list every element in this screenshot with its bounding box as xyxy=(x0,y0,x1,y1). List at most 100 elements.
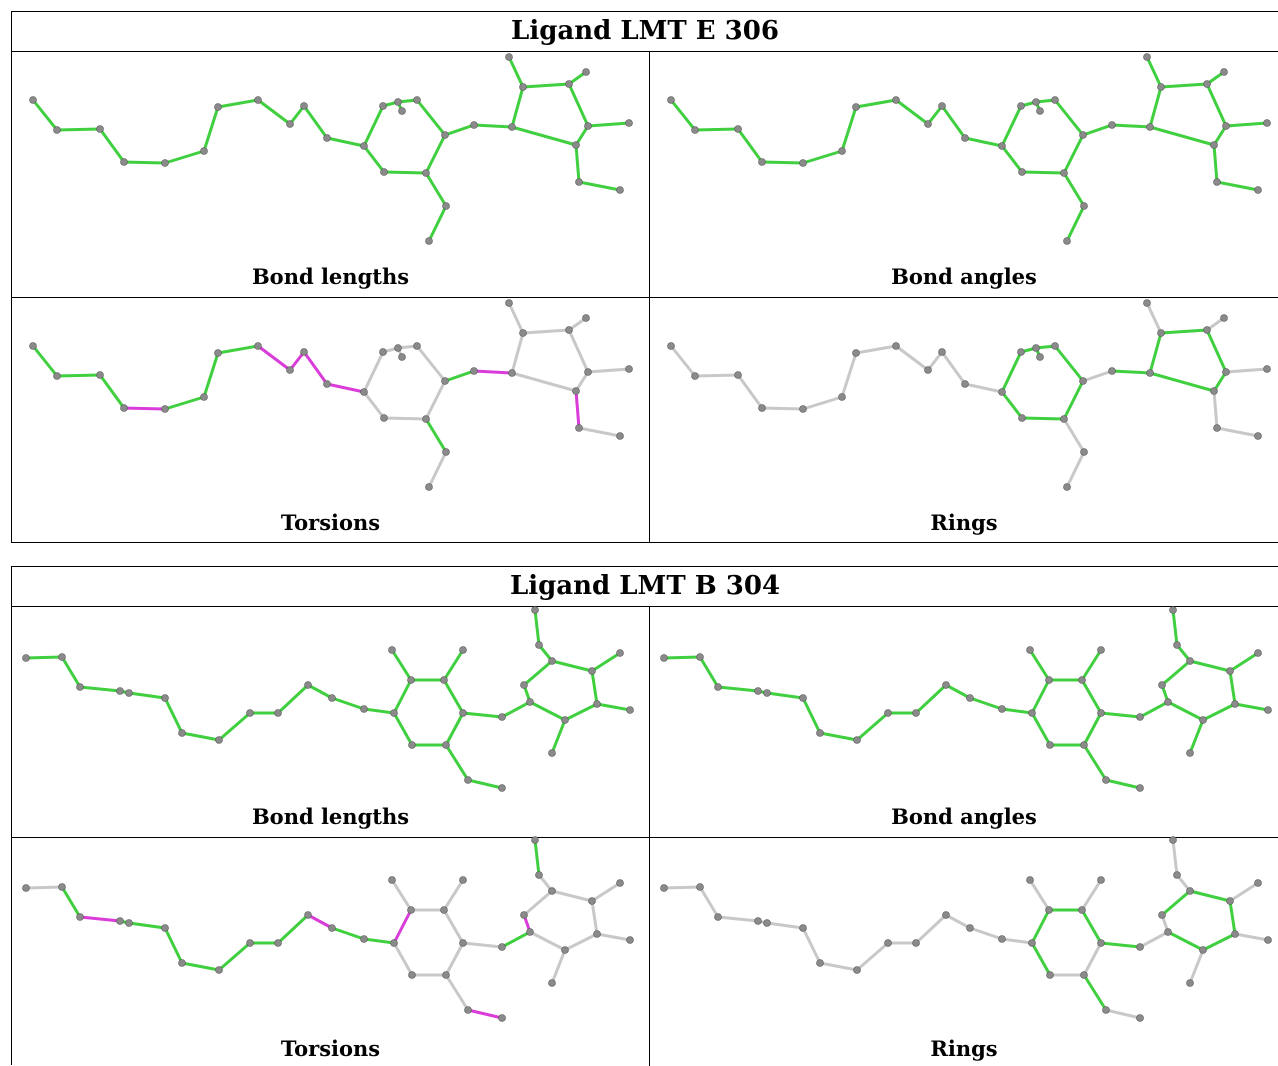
atom xyxy=(582,314,590,322)
atom xyxy=(1017,102,1025,110)
bond xyxy=(1166,700,1205,722)
atom xyxy=(660,884,668,892)
bond xyxy=(1030,678,1051,715)
bond xyxy=(914,913,948,945)
bond xyxy=(1030,711,1052,747)
atom xyxy=(852,103,860,111)
bond xyxy=(1062,133,1085,175)
atom xyxy=(799,924,807,932)
bond xyxy=(1145,301,1163,335)
atom xyxy=(1032,344,1040,352)
atom xyxy=(1079,377,1087,385)
atom xyxy=(1045,676,1053,684)
bond xyxy=(1082,973,1108,1012)
atom xyxy=(593,700,601,708)
bond xyxy=(963,382,1004,394)
bond xyxy=(818,731,859,742)
atom xyxy=(520,681,528,689)
bond xyxy=(424,379,447,421)
atom xyxy=(561,716,569,724)
bond xyxy=(1000,937,1034,945)
atom xyxy=(178,729,186,737)
atom xyxy=(626,936,634,944)
bond xyxy=(595,702,632,712)
bond xyxy=(180,731,221,742)
bond xyxy=(1233,702,1270,712)
atom xyxy=(498,713,506,721)
bond xyxy=(855,941,890,972)
atom xyxy=(1136,943,1144,951)
bond xyxy=(382,170,428,175)
atom xyxy=(616,186,624,194)
bond xyxy=(801,926,822,965)
molecule-diagrams-1 xyxy=(29,53,1271,491)
atom xyxy=(548,887,556,895)
atom xyxy=(380,168,388,176)
atom xyxy=(912,709,920,717)
bond xyxy=(510,331,525,375)
bond xyxy=(60,885,82,919)
atom xyxy=(1045,906,1053,914)
bond xyxy=(276,913,310,945)
bond xyxy=(256,344,292,372)
atom xyxy=(214,349,222,357)
atom xyxy=(1157,83,1165,91)
atom xyxy=(470,121,478,129)
atom xyxy=(626,706,634,714)
atom xyxy=(360,705,368,713)
atom xyxy=(565,80,573,88)
bond xyxy=(390,878,413,912)
atom xyxy=(799,694,807,702)
atom xyxy=(531,606,539,614)
atom xyxy=(300,348,308,356)
bond xyxy=(1171,838,1179,877)
atom xyxy=(441,131,449,139)
atom xyxy=(1158,911,1166,919)
atom xyxy=(440,676,448,684)
bond xyxy=(288,350,306,372)
bond xyxy=(528,700,567,722)
atom xyxy=(53,372,61,380)
bond xyxy=(442,678,465,715)
atom xyxy=(966,694,974,702)
atom xyxy=(394,98,402,106)
atom xyxy=(696,653,704,661)
bond xyxy=(217,711,252,742)
atom xyxy=(215,736,223,744)
bond xyxy=(1171,608,1179,647)
bond xyxy=(507,301,525,335)
atom xyxy=(161,159,169,167)
atom xyxy=(572,387,580,395)
atom xyxy=(1226,667,1234,675)
bond xyxy=(31,98,59,132)
atom xyxy=(938,348,946,356)
atom xyxy=(323,134,331,142)
bond xyxy=(1028,648,1051,682)
atom xyxy=(892,342,900,350)
atom xyxy=(1080,448,1088,456)
bond xyxy=(1030,908,1051,945)
atom xyxy=(561,946,569,954)
atom xyxy=(1186,657,1194,665)
atom xyxy=(1173,641,1181,649)
atom xyxy=(1136,1014,1144,1022)
bond xyxy=(444,973,470,1012)
atom xyxy=(754,917,762,925)
bond xyxy=(1000,390,1024,420)
bond xyxy=(1099,711,1142,719)
bond xyxy=(1228,899,1237,936)
bond xyxy=(1062,379,1085,421)
atom xyxy=(548,749,556,757)
bond xyxy=(1188,948,1205,985)
caption-bond-angles: Bond angles xyxy=(891,804,1037,829)
bond xyxy=(1028,878,1051,912)
atom xyxy=(470,367,478,375)
bond xyxy=(1215,426,1260,438)
bond xyxy=(500,930,532,949)
bond xyxy=(302,350,329,386)
atom xyxy=(53,126,61,134)
bond xyxy=(202,105,220,153)
atom xyxy=(1028,709,1036,717)
atom xyxy=(1222,122,1230,130)
atom xyxy=(274,939,282,947)
